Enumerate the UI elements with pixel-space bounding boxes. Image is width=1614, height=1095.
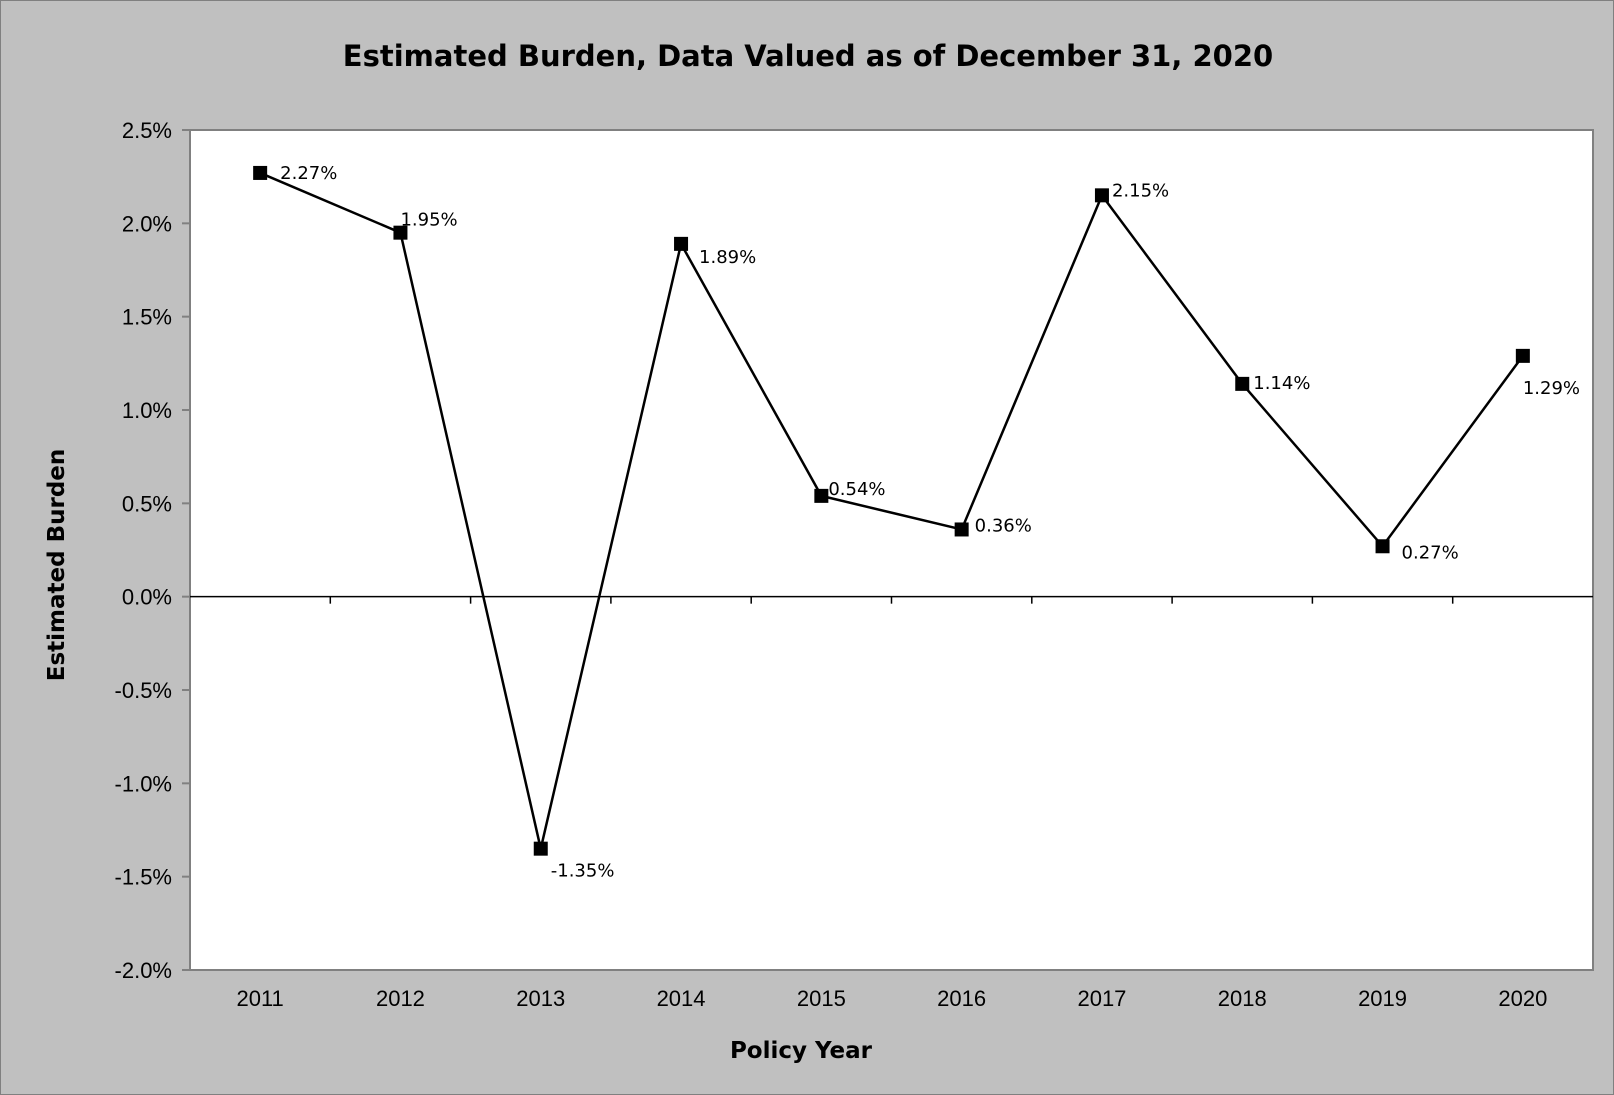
x-axis-title: Policy Year (730, 1038, 873, 1064)
y-tick-label: -0.5% (115, 678, 172, 703)
series-line (259, 171, 1524, 849)
data-point-marker (393, 225, 408, 240)
x-tick-label: 2020 (1498, 986, 1547, 1011)
data-label: 0.27% (1402, 542, 1459, 563)
y-tick-label: 2.0% (122, 211, 172, 236)
x-axis: 2011 2012 2013 2014 2015 2016 2017 2018 2019 2020 (190, 595, 1593, 1011)
data-point-marker (533, 841, 548, 856)
x-tick-label: 2019 (1358, 986, 1407, 1011)
y-tick-label: 0.5% (122, 491, 172, 516)
data-label: 0.54% (828, 479, 885, 500)
data-label: 1.95% (400, 210, 457, 231)
data-label: 2.15% (1112, 180, 1169, 201)
data-labels-group: 2.27% 1.95% -1.35% 1.89% 0.54% 0.36% 2.15% 1.14… (280, 163, 1580, 882)
y-tick-label: 1.5% (122, 305, 172, 330)
x-tick-label: 2013 (516, 986, 565, 1011)
data-label: 2.27% (280, 163, 337, 184)
plot-area (189, 129, 1594, 971)
y-tick-label: -2.0% (115, 958, 172, 983)
x-tick-label: 2017 (1077, 986, 1126, 1011)
x-tick-label: 2014 (657, 986, 706, 1011)
data-point-marker (674, 236, 689, 251)
x-tick-label: 2012 (376, 986, 425, 1011)
data-label: 0.36% (975, 515, 1032, 536)
y-tick-label: 2.5% (122, 118, 172, 143)
data-label: 1.89% (699, 247, 756, 268)
data-point-marker (1094, 188, 1109, 203)
data-point-marker (814, 488, 829, 503)
y-axis-title: Estimated Burden (44, 449, 70, 682)
data-label: 1.14% (1253, 373, 1310, 394)
y-tick-label: 0.0% (122, 585, 172, 610)
data-label: 1.29% (1523, 378, 1580, 399)
series-group (253, 165, 1530, 856)
data-point-marker (253, 165, 268, 180)
data-label: -1.35% (551, 861, 615, 882)
y-tick-label: -1.0% (115, 771, 172, 796)
y-axis: 2.5% 2.0% 1.5% 1.0% 0.5% 0.0% -0.5% -1.0% -1.5% -… (115, 118, 191, 983)
y-tick-label: -1.5% (115, 865, 172, 890)
data-point-marker (1515, 348, 1530, 363)
chart-title: Estimated Burden, Data Valued as of Dece… (343, 39, 1273, 73)
x-tick-label: 2011 (236, 986, 283, 1011)
data-point-marker (1375, 539, 1390, 554)
data-point-marker (1235, 376, 1250, 391)
data-point-marker (954, 522, 969, 537)
y-tick-label: 1.0% (122, 398, 172, 423)
x-tick-label: 2015 (797, 986, 846, 1011)
x-tick-label: 2016 (937, 986, 986, 1011)
x-tick-label: 2018 (1218, 986, 1267, 1011)
